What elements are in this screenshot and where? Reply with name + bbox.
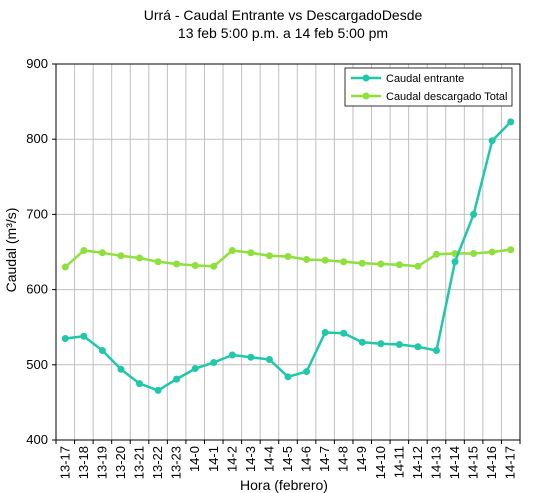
data-point <box>173 375 181 383</box>
x-tick-label: 14-9 <box>354 446 369 472</box>
data-point <box>284 373 292 381</box>
data-point <box>377 260 385 268</box>
data-point <box>228 351 236 359</box>
x-tick-label: 13-20 <box>113 446 128 479</box>
chart-title: Urrá - Caudal Entrante vs DescargadoDesd… <box>144 7 423 23</box>
data-point <box>136 254 144 262</box>
data-point <box>470 210 478 218</box>
data-point <box>303 256 311 264</box>
grid <box>56 63 520 441</box>
data-point <box>321 328 329 336</box>
data-point <box>136 380 144 388</box>
data-point <box>210 359 218 367</box>
data-point <box>61 263 69 271</box>
legend: Caudal entrante Caudal descargado Total <box>344 67 513 107</box>
data-point <box>377 340 385 348</box>
x-tick-label: 14-2 <box>224 446 239 472</box>
data-point <box>432 250 440 258</box>
data-point <box>303 368 311 376</box>
data-point <box>117 365 125 373</box>
x-tick-label: 14-12 <box>410 446 425 479</box>
legend-marker-caudal-descargado <box>362 92 370 100</box>
x-tick-label: 13-18 <box>76 446 91 479</box>
x-axis-label: Hora (febrero) <box>240 477 328 493</box>
data-point <box>154 258 162 266</box>
data-point <box>247 353 255 361</box>
data-point <box>210 262 218 270</box>
y-tick-label: 600 <box>26 282 48 297</box>
data-point <box>470 250 478 258</box>
legend-label-caudal-entrante: Caudal entrante <box>386 73 464 85</box>
series-1 <box>61 246 515 271</box>
data-point <box>173 260 181 268</box>
x-tick-label: 14-3 <box>243 446 258 472</box>
x-tick-label: 13-22 <box>150 446 165 479</box>
data-point <box>432 347 440 355</box>
data-point <box>247 249 255 257</box>
data-point <box>265 252 273 260</box>
x-tick-label: 14-7 <box>317 446 332 472</box>
x-tick-label: 14-13 <box>428 446 443 479</box>
data-point <box>340 258 348 266</box>
x-tick-label: 14-6 <box>299 446 314 472</box>
x-tick-label: 13-23 <box>169 446 184 479</box>
x-tick-label: 14-17 <box>503 446 518 479</box>
data-point <box>451 258 459 266</box>
y-tick-label: 400 <box>26 432 48 447</box>
y-tick-label: 700 <box>26 206 48 221</box>
y-tick-label: 500 <box>26 357 48 372</box>
data-point <box>98 347 106 355</box>
data-point <box>154 386 162 394</box>
x-tick-label: 13-21 <box>132 446 147 479</box>
data-point <box>61 334 69 342</box>
y-tick-label: 900 <box>26 56 48 71</box>
x-tick-label: 14-11 <box>391 446 406 478</box>
data-point <box>358 338 366 346</box>
y-axis: 400 500 600 700 800 900 <box>26 56 56 447</box>
data-point <box>414 343 422 351</box>
plot-area <box>55 63 521 441</box>
data-point <box>98 249 106 257</box>
data-point <box>395 261 403 269</box>
y-tick-label: 800 <box>26 131 48 146</box>
data-point <box>80 246 88 254</box>
data-point <box>117 252 125 260</box>
x-tick-label: 14-4 <box>261 446 276 472</box>
legend-box <box>344 67 513 107</box>
series-0 <box>61 118 515 394</box>
data-point <box>507 246 515 254</box>
x-tick-label: 14-10 <box>373 446 388 479</box>
x-tick-label: 14-8 <box>336 446 351 472</box>
data-point <box>80 332 88 340</box>
x-tick-label: 14-14 <box>447 446 462 479</box>
x-tick-label: 14-5 <box>280 446 295 472</box>
y-axis-label: Caudal (m³/s) <box>3 208 19 293</box>
data-point <box>284 253 292 261</box>
data-point <box>488 248 496 256</box>
chart-subtitle: 13 feb 5:00 p.m. a 14 feb 5:00 pm <box>178 25 388 41</box>
data-point <box>191 262 199 270</box>
data-point <box>340 329 348 337</box>
data-point <box>228 246 236 254</box>
x-tick-label: 13-19 <box>94 446 109 479</box>
x-tick-label: 14-15 <box>466 446 481 479</box>
data-point <box>488 137 496 145</box>
data-point <box>321 256 329 264</box>
legend-label-caudal-descargado: Caudal descargado Total <box>386 91 508 103</box>
data-point <box>358 259 366 267</box>
x-tick-label: 14-1 <box>206 446 221 472</box>
data-point <box>414 262 422 270</box>
legend-marker-caudal-entrante <box>362 74 370 82</box>
data-point <box>507 118 515 126</box>
data-point <box>191 365 199 373</box>
x-axis: 13-17 13-18 13-19 13-20 13-21 13-22 13-23 14-0 1… <box>55 440 521 479</box>
data-point <box>265 356 273 364</box>
x-tick-label: 14-0 <box>187 446 202 472</box>
data-point <box>395 340 403 348</box>
x-tick-label: 13-17 <box>57 446 72 479</box>
series-layer <box>61 118 515 394</box>
x-tick-label: 14-16 <box>484 446 499 479</box>
